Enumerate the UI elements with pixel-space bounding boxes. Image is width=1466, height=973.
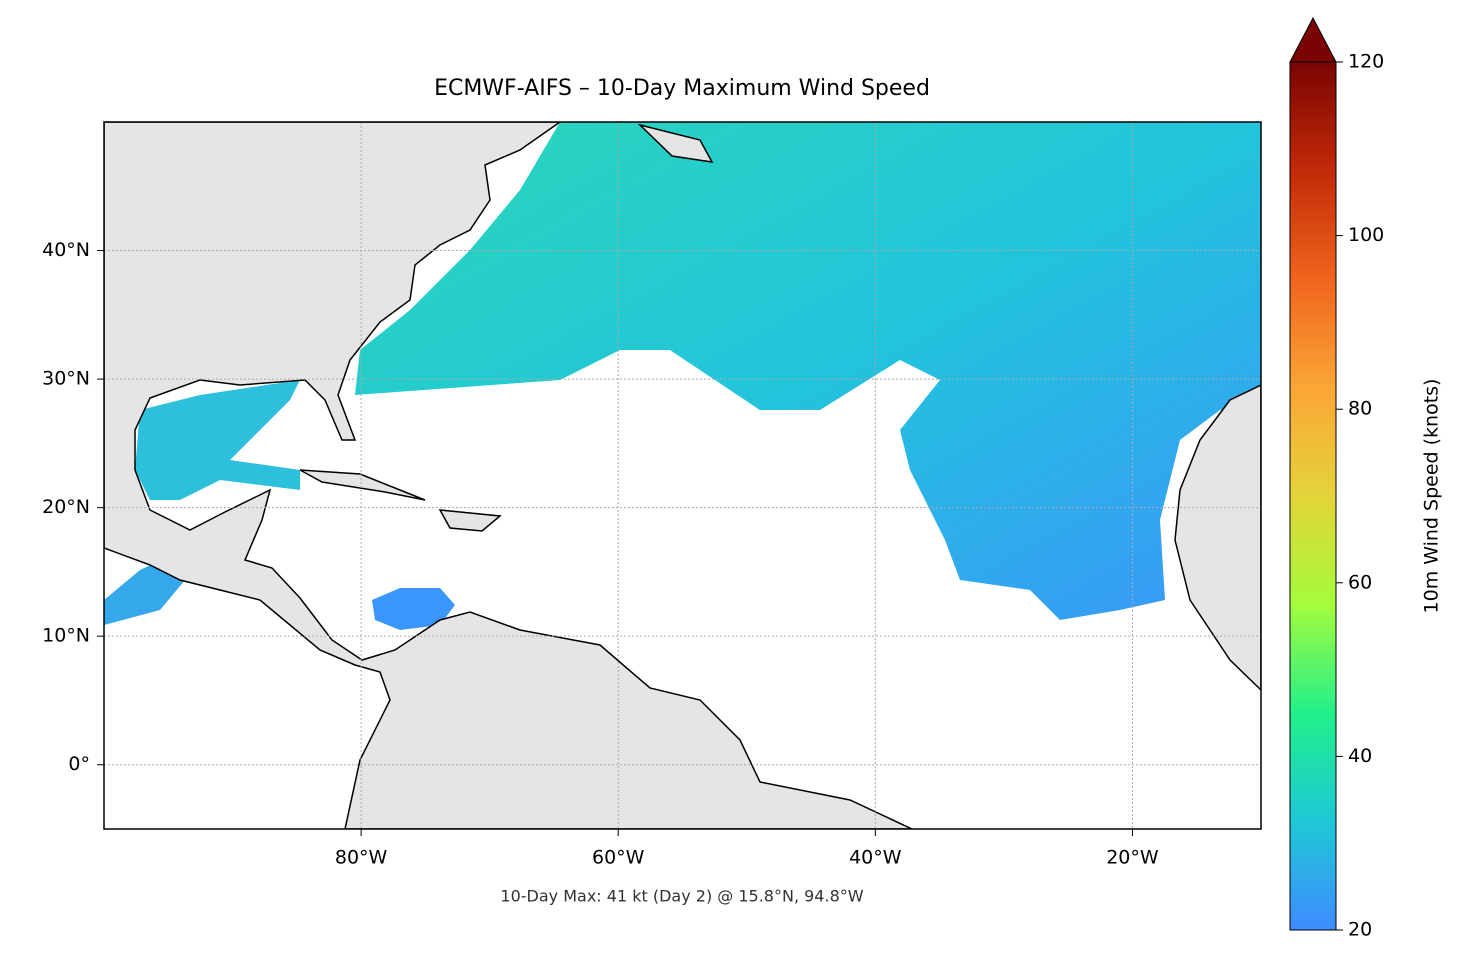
africa xyxy=(1174,384,1261,692)
y-tick-label: 20°N xyxy=(42,496,90,518)
wind-field xyxy=(355,122,1261,620)
americas xyxy=(104,122,913,829)
map xyxy=(104,122,1261,829)
colorbar-extend xyxy=(1289,16,1337,63)
y-tick-label: 10°N xyxy=(42,625,90,647)
colorbar xyxy=(1289,61,1337,931)
colorbar-tick-label: 40 xyxy=(1348,745,1372,767)
wind-field xyxy=(372,588,455,630)
x-tick-label: 60°W xyxy=(592,847,645,869)
chart-title: ECMWF-AIFS – 10-Day Maximum Wind Speed xyxy=(434,76,930,101)
x-tick-label: 20°W xyxy=(1106,847,1159,869)
colorbar-tick-label: 100 xyxy=(1348,224,1384,246)
wind-field xyxy=(104,556,185,625)
colorbar-label: 10m Wind Speed (knots) xyxy=(1421,379,1443,614)
grid xyxy=(104,122,1261,829)
newfoundland xyxy=(637,123,714,163)
map-frame xyxy=(103,121,1262,830)
colorbar-tick-label: 120 xyxy=(1348,51,1384,73)
annotation: 10-Day Max: 41 kt (Day 2) @ 15.8°N, 94.8… xyxy=(500,887,863,906)
y-tick-label: 40°N xyxy=(42,239,90,261)
wind-field xyxy=(135,380,300,500)
x-tick-label: 80°W xyxy=(335,847,388,869)
y-tick-label: 30°N xyxy=(42,368,90,390)
x-tick-label: 40°W xyxy=(849,847,902,869)
colorbar-tick-label: 20 xyxy=(1348,919,1372,941)
cuba xyxy=(299,469,426,501)
land xyxy=(104,122,1261,829)
y-tick-label: 0° xyxy=(68,753,90,775)
hispaniola xyxy=(438,509,502,532)
colorbar-tick-label: 80 xyxy=(1348,398,1372,420)
colorbar-tick-label: 60 xyxy=(1348,571,1372,593)
